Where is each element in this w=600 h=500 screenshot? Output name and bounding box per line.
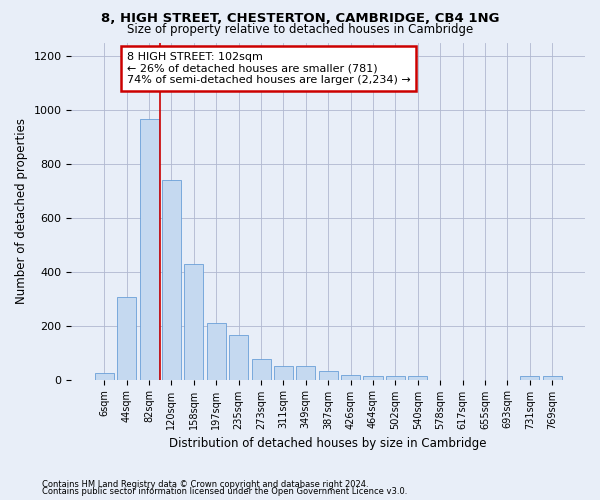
- Y-axis label: Number of detached properties: Number of detached properties: [15, 118, 28, 304]
- Text: 8, HIGH STREET, CHESTERTON, CAMBRIDGE, CB4 1NG: 8, HIGH STREET, CHESTERTON, CAMBRIDGE, C…: [101, 12, 499, 26]
- Bar: [140, 120, 158, 380]
- Text: Contains public sector information licensed under the Open Government Licence v3: Contains public sector information licen…: [42, 487, 407, 496]
- Bar: [162, 180, 181, 380]
- Bar: [319, 372, 338, 380]
- Text: Contains HM Land Registry data © Crown copyright and database right 2024.: Contains HM Land Registry data © Crown c…: [42, 480, 368, 489]
- Text: 8 HIGH STREET: 102sqm
← 26% of detached houses are smaller (781)
74% of semi-det: 8 HIGH STREET: 102sqm ← 26% of detached …: [127, 52, 410, 85]
- Bar: [117, 298, 136, 380]
- Bar: [229, 335, 248, 380]
- Bar: [408, 376, 427, 380]
- Bar: [364, 376, 383, 380]
- Bar: [251, 360, 271, 380]
- Bar: [520, 376, 539, 380]
- Bar: [341, 374, 360, 380]
- Bar: [95, 373, 114, 380]
- Text: Size of property relative to detached houses in Cambridge: Size of property relative to detached ho…: [127, 22, 473, 36]
- Bar: [386, 376, 405, 380]
- Bar: [207, 323, 226, 380]
- X-axis label: Distribution of detached houses by size in Cambridge: Distribution of detached houses by size …: [169, 437, 487, 450]
- Bar: [184, 264, 203, 380]
- Bar: [274, 366, 293, 380]
- Bar: [296, 366, 316, 380]
- Bar: [542, 376, 562, 380]
